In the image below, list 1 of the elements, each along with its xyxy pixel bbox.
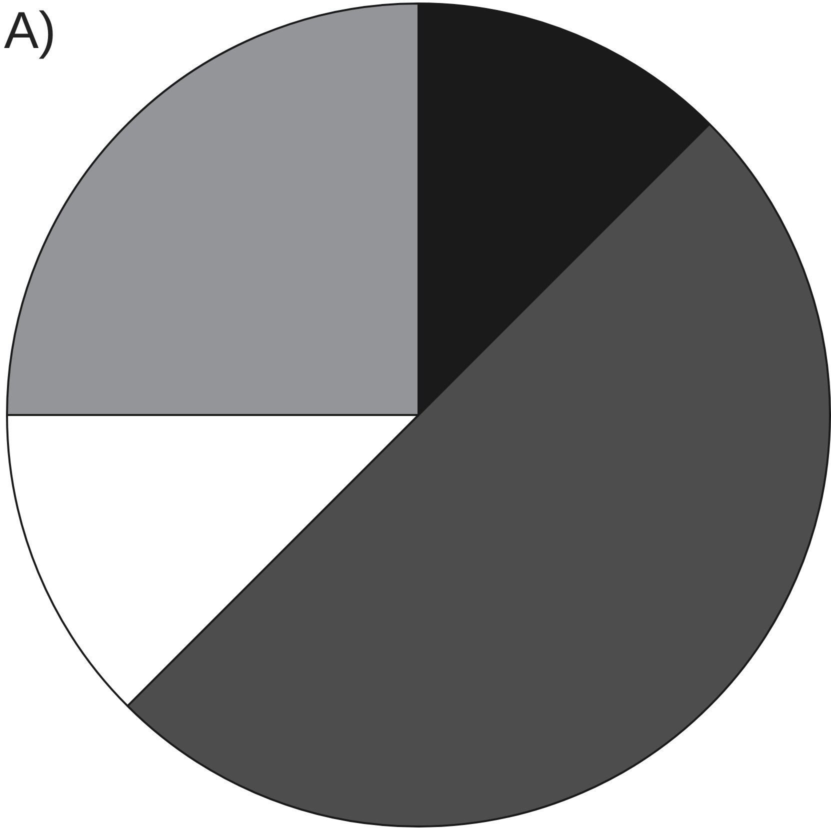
chart-title: A) (4, 1, 56, 62)
